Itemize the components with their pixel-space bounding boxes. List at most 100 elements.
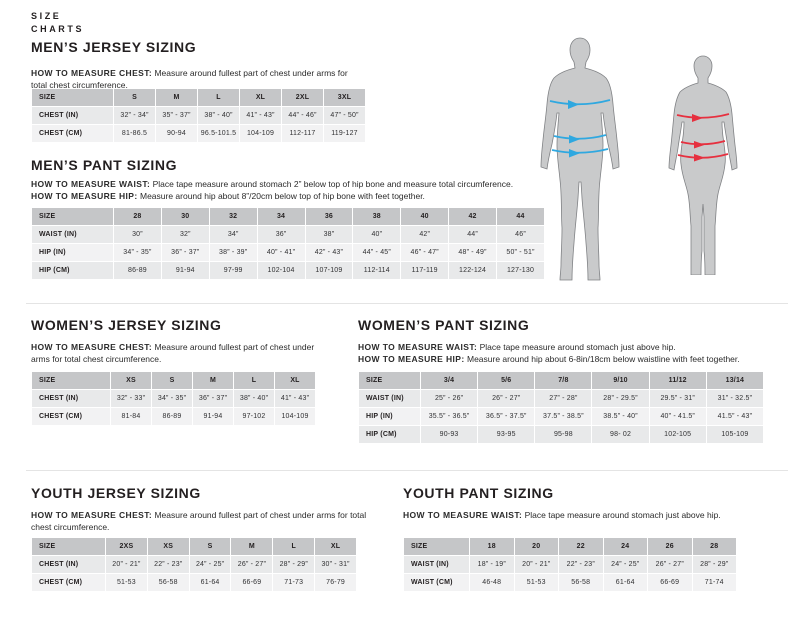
howto-line: HOW TO MEASURE CHEST: Measure around ful…	[31, 509, 376, 533]
cell-value: 30” - 31”	[314, 555, 357, 574]
size-column-header: XL	[274, 371, 316, 390]
cell-value: 41” - 43”	[274, 389, 316, 408]
size-column-header: 34	[256, 207, 306, 226]
row-label: WAIST (IN)	[358, 389, 421, 408]
female-waist-arrowhead-icon	[694, 141, 705, 149]
cell-value: 41” - 43”	[239, 106, 282, 125]
male-chest-measure-arrow	[549, 99, 611, 106]
table-row: WAIST (CM) 46-48 51-53 56-58 61-64 66-69 71-74	[403, 573, 737, 592]
table-row: CHEST (CM) 81-84 86-89 91-94 97-102 104-109	[31, 407, 316, 426]
row-label: CHEST (CM)	[31, 407, 111, 426]
cell-value: 104-109	[274, 407, 316, 426]
size-column-header: 7/8	[534, 371, 593, 390]
howto-label: HOW TO MEASURE CHEST:	[31, 68, 153, 78]
row-label: WAIST (CM)	[403, 573, 470, 592]
size-column-header: L	[272, 537, 316, 556]
mens-jersey-section: MEN’S JERSEY SIZING HOW TO MEASURE CHEST…	[31, 40, 366, 143]
size-column-header: XL	[314, 537, 357, 556]
size-header-cell: SIZE	[358, 371, 421, 390]
cell-value: 41.5” - 43”	[705, 407, 765, 426]
table-row: HIP (IN) 34” - 35” 36” - 37” 38” - 39” 40” -…	[31, 243, 545, 262]
cell-value: 24” - 25”	[188, 555, 232, 574]
cell-value: 35.5” - 36.5”	[419, 407, 479, 426]
male-hip-measure-arrow	[551, 148, 609, 154]
section-heading: YOUTH JERSEY SIZING	[31, 485, 201, 501]
female-body-silhouette	[668, 55, 738, 275]
howto-line: HOW TO MEASURE CHEST: Measure around ful…	[31, 67, 366, 91]
cell-value: 44”	[448, 225, 497, 244]
howto-text: Measure around fullest part of chest und…	[31, 342, 315, 365]
size-column-header: S	[151, 371, 193, 390]
cell-value: 107-109	[304, 261, 354, 280]
cell-value: 40” - 41”	[256, 243, 306, 262]
cell-value: 61-64	[188, 573, 232, 592]
cell-value: 46”	[496, 225, 545, 244]
size-column-header: XS	[146, 537, 190, 556]
size-column-header: 30	[160, 207, 210, 226]
row-label: CHEST (IN)	[31, 389, 111, 408]
table-row: CHEST (CM) 81-86.5 90-94 96.5-101.5 104-109 1…	[31, 124, 366, 143]
size-column-header: 3XL	[323, 88, 366, 107]
cell-value: 32” - 34”	[113, 106, 156, 125]
size-column-header: 9/10	[591, 371, 650, 390]
table-row: CHEST (IN) 32” - 33” 34” - 35” 36” - 37” 38”…	[31, 389, 316, 408]
cell-value: 66-69	[230, 573, 274, 592]
male-body-silhouette	[540, 37, 620, 281]
page-title-line1: SIZE	[31, 11, 62, 21]
howto-line: HOW TO MEASURE HIP: Measure around hip a…	[358, 353, 764, 365]
youth-pant-section: YOUTH PANT SIZING HOW TO MEASURE WAIST: …	[403, 486, 737, 592]
cell-value: 104-109	[239, 124, 282, 143]
cell-value: 71-74	[691, 573, 737, 592]
cell-value: 66-69	[647, 573, 693, 592]
cell-value: 36”	[256, 225, 306, 244]
howto-block: HOW TO MEASURE WAIST: Place tape measure…	[31, 178, 545, 207]
section-heading: YOUTH PANT SIZING	[403, 485, 554, 501]
howto-label: HOW TO MEASURE HIP:	[31, 191, 138, 202]
howto-label: HOW TO MEASURE CHEST:	[31, 510, 153, 520]
section-heading: WOMEN’S JERSEY SIZING	[31, 317, 222, 333]
table-header-row: SIZE 2XS XS S M L XL	[31, 537, 357, 556]
table-header-row: SIZE 18 20 22 24 26 28	[403, 537, 737, 556]
cell-value: 38” - 40”	[233, 389, 275, 408]
cell-value: 22” - 23”	[558, 555, 604, 574]
cell-value: 44” - 45”	[352, 243, 402, 262]
table-row: CHEST (CM) 51-53 56-58 61-64 66-69 71-73 76-79	[31, 573, 357, 592]
cell-value: 28” - 29”	[691, 555, 737, 574]
cell-value: 51-53	[513, 573, 559, 592]
table-row: WAIST (IN) 18” - 19” 20” - 21” 22” - 23” 24”…	[403, 555, 737, 574]
cell-value: 24” - 25”	[602, 555, 648, 574]
cell-value: 81-84	[110, 407, 152, 426]
mens-pant-size-table: SIZE 28 30 32 34 36 38 40 42 44 WAIST (IN) 30” 32” 34…	[31, 207, 545, 280]
cell-value: 102-105	[648, 425, 707, 444]
page-title-line2: CHARTS	[31, 24, 85, 35]
row-label: CHEST (CM)	[31, 573, 106, 592]
cell-value: 93-95	[477, 425, 536, 444]
cell-value: 31” - 32.5”	[705, 389, 765, 408]
size-column-header: XS	[110, 371, 152, 390]
table-row: HIP (CM) 90-93 93-95 95-98 98- 02 102-105 105-…	[358, 425, 765, 444]
size-header-cell: SIZE	[403, 537, 470, 556]
row-label: CHEST (IN)	[31, 555, 106, 574]
cell-value: 119-127	[323, 124, 366, 143]
womens-pant-size-table: SIZE 3/4 5/6 7/8 9/10 11/12 13/14 WAIST (IN) 25”…	[358, 371, 765, 444]
size-column-header: 40	[400, 207, 450, 226]
size-column-header: L	[197, 88, 240, 107]
table-header-row: SIZE S M L XL 2XL 3XL	[31, 88, 366, 107]
cell-value: 20” - 21”	[105, 555, 148, 574]
howto-block: HOW TO MEASURE CHEST: Measure around ful…	[31, 341, 331, 371]
table-row: CHEST (IN) 32” - 34” 35” - 37” 38” - 40” 41”…	[31, 106, 366, 125]
howto-text: Measure around hip about 8”/20cm below t…	[137, 191, 425, 202]
cell-value: 26” - 27”	[647, 555, 693, 574]
cell-value: 47” - 50”	[323, 106, 366, 125]
row-label: CHEST (CM)	[31, 124, 114, 143]
size-header-cell: SIZE	[31, 207, 114, 226]
howto-label: HOW TO MEASURE WAIST:	[358, 342, 478, 352]
howto-text: Place tape measure around stomach just a…	[522, 510, 721, 520]
mens-pant-section: MEN’S PANT SIZING HOW TO MEASURE WAIST: …	[31, 158, 545, 280]
cell-value: 22” - 23”	[146, 555, 190, 574]
size-column-header: 13/14	[705, 371, 765, 390]
size-header-cell: SIZE	[31, 537, 106, 556]
cell-value: 28” - 29”	[272, 555, 316, 574]
cell-value: 86-89	[151, 407, 193, 426]
howto-block: HOW TO MEASURE WAIST: Place tape measure…	[403, 509, 737, 537]
